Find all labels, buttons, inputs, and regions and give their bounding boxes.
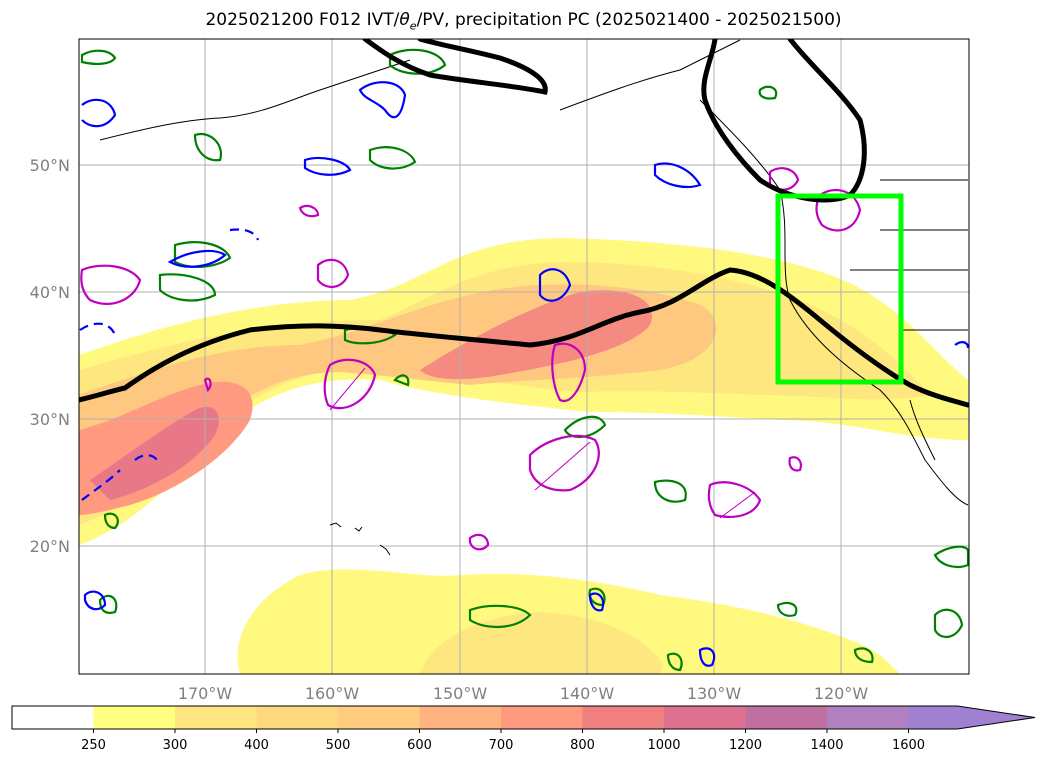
- colorbar-tick-label: 800: [570, 738, 595, 753]
- colorbar-segment: [827, 706, 909, 729]
- graticule: [79, 39, 969, 674]
- colorbar-tick-label: 400: [244, 738, 269, 753]
- colorbar-segment: [582, 706, 665, 729]
- ivt-band-800b: [420, 290, 652, 380]
- theta-subscript: e: [409, 19, 417, 33]
- colorbar: [11, 705, 1036, 730]
- map-content: [79, 39, 969, 674]
- lat-label-40: 40°N: [30, 283, 70, 302]
- title-rest: /PV, precipitation PC (2025021400 - 2025…: [416, 10, 842, 30]
- colorbar-segment: [93, 706, 176, 729]
- colorbar-tick-label: 500: [326, 738, 351, 753]
- colorbar-extension-arrow: [908, 706, 1035, 729]
- colorbar-segment: [175, 706, 257, 729]
- colorbar-outline: [11, 705, 1036, 730]
- lat-label-20: 20°N: [30, 537, 70, 556]
- colorbar-segment: [501, 706, 583, 729]
- jet-line-north-a: [362, 39, 548, 95]
- colorbar-segment: [338, 706, 420, 729]
- colorbar-tick-label: 1600: [892, 738, 925, 753]
- lon-label-120w: 120°W: [814, 684, 869, 703]
- longitude-labels: 170°W 160°W 150°W 140°W 130°W 120°W: [178, 684, 869, 703]
- lon-label-140w: 140°W: [560, 684, 615, 703]
- colorbar-tick-label: 600: [407, 738, 432, 753]
- lon-label-160w: 160°W: [305, 684, 360, 703]
- colorbar-segment: [256, 706, 339, 729]
- lon-label-170w: 170°W: [178, 684, 233, 703]
- lat-label-30: 30°N: [30, 410, 70, 429]
- colorbar-segment: [419, 706, 502, 729]
- colorbar-segment: [745, 706, 828, 729]
- title-run: 2025021200 F012 IVT/: [205, 10, 400, 30]
- pv-contours-blue: [79, 81, 969, 667]
- colorbar-tick-label: 700: [489, 738, 514, 753]
- colorbar-labels: 250 300 400 500 600 700 800 1000 1200 1400 1600: [81, 729, 925, 753]
- colorbar-tick-label: 300: [163, 738, 188, 753]
- ivt-band-1000: [90, 406, 219, 500]
- theta-symbol: θ: [399, 10, 410, 30]
- latitude-labels: 50°N 40°N 30°N 20°N: [30, 156, 70, 556]
- ivt-band-300-south: [420, 612, 663, 674]
- map-frame: [78, 38, 970, 675]
- jet-lines: [79, 39, 969, 408]
- lat-label-50: 50°N: [30, 156, 70, 175]
- jet-line-north-b: [701, 39, 867, 203]
- colorbar-segment: [12, 706, 94, 729]
- colorbar-tick-label: 1200: [729, 738, 762, 753]
- jet-line-main: [79, 267, 969, 408]
- map-title: 2025021200 F012 IVT/θe/PV, precipitation…: [0, 10, 1047, 32]
- colorbar-segment: [664, 706, 746, 729]
- lon-label-150w: 150°W: [433, 684, 488, 703]
- colorbar-tick-label: 1400: [810, 738, 843, 753]
- colorbar-tick-label: 250: [81, 738, 106, 753]
- region-highlight-box: [775, 193, 904, 385]
- lon-label-130w: 130°W: [687, 684, 742, 703]
- colorbar-tick-label: 1000: [647, 738, 680, 753]
